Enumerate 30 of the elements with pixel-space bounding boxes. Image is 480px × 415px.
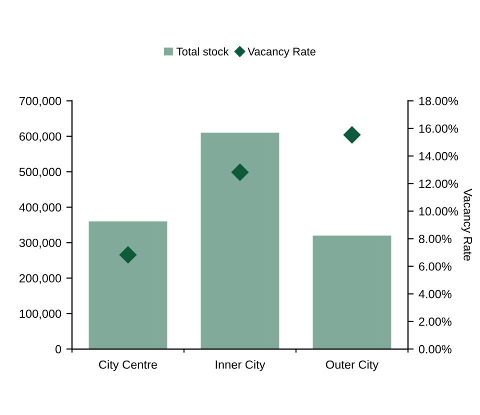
legend-label: Vacancy Rate <box>248 48 316 58</box>
y2-tick-label: 16.00% <box>419 124 458 133</box>
y-tick-label: 400,000 <box>19 203 62 213</box>
point <box>231 164 249 181</box>
y2-tick-label: 18.00% <box>419 96 458 106</box>
point <box>119 246 137 264</box>
bar <box>200 132 280 350</box>
y-tick-label: 600,000 <box>20 132 62 142</box>
y2-tick-label: 2.00% <box>419 317 452 326</box>
y-tick-label: 200,000 <box>20 274 62 284</box>
bar <box>88 221 168 350</box>
y2-tick-label: 4.00% <box>418 290 452 298</box>
bar <box>312 236 392 350</box>
x-tick-label: Inner City <box>216 360 266 372</box>
y-tick-label: 300,000 <box>19 238 62 248</box>
point <box>343 126 361 144</box>
x-tick-label: City Centre <box>99 360 157 372</box>
y2-axis-title: Vacancy Rate <box>461 188 472 261</box>
y-tick-label: 0 <box>55 345 62 354</box>
y-tick-label: 100,000 <box>20 310 62 320</box>
y2-tick-label: 8.00% <box>418 234 452 244</box>
x-tick-label: Outer City <box>326 360 379 372</box>
legend-label: Total stock <box>176 47 229 56</box>
y2-tick-label: 14.00% <box>419 152 458 160</box>
y2-tick-label: 6.00% <box>419 262 452 271</box>
y2-tick-label: 0.00% <box>418 345 452 354</box>
y2-tick-label: 10.00% <box>419 207 458 216</box>
y-tick-label: 700,000 <box>20 96 62 107</box>
y-tick-label: 500,000 <box>19 168 62 178</box>
y2-tick-label: 12.00% <box>419 180 458 188</box>
